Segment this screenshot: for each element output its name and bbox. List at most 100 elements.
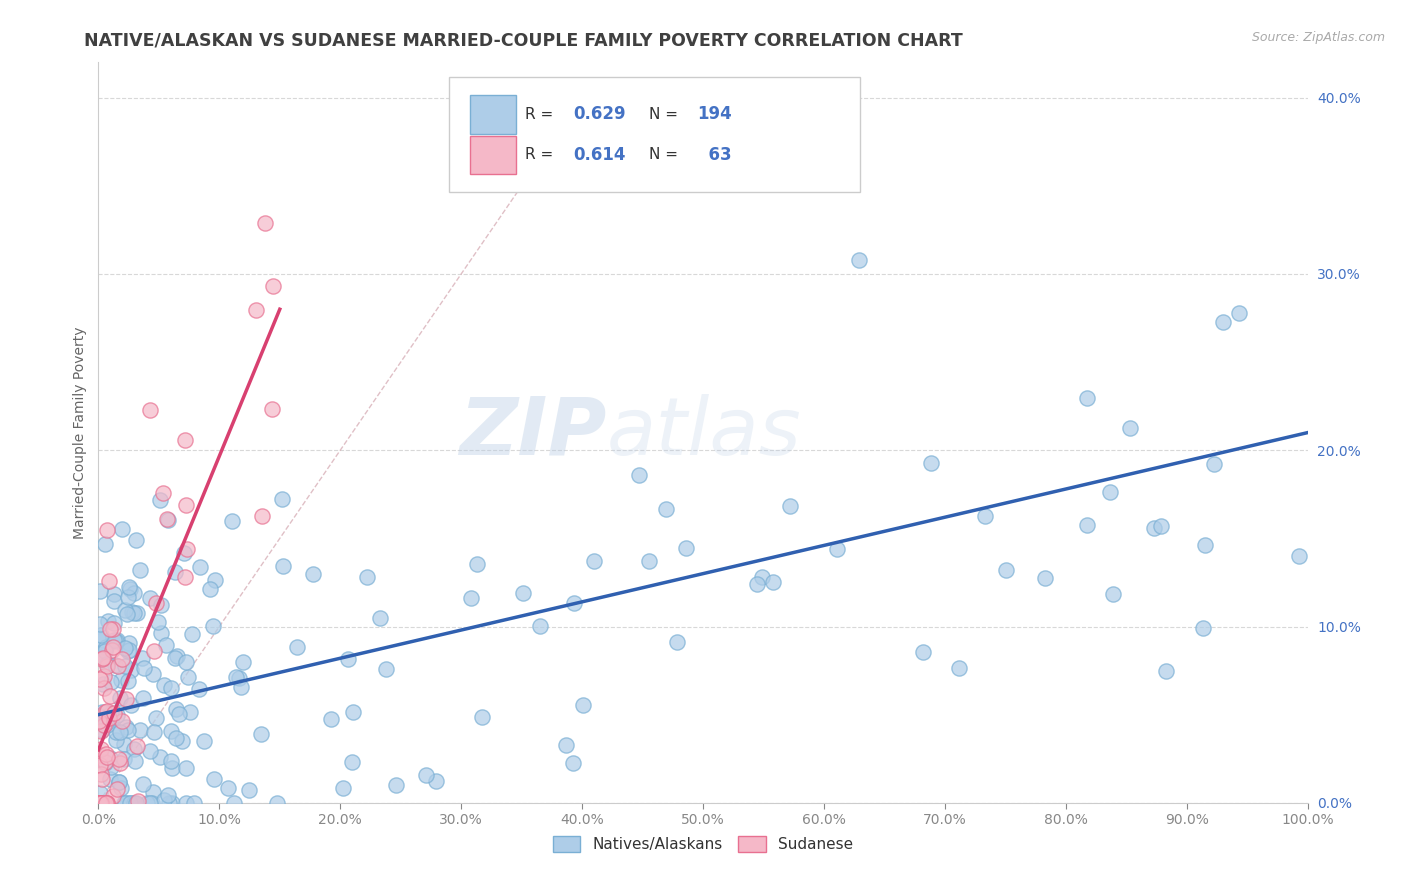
Point [145, 711, 167, 725]
Point [176, 498, 198, 512]
Point [91, 772, 114, 787]
Point [165, 651, 187, 665]
Point [93, 718, 115, 732]
Point [149, 493, 172, 508]
Point [94, 644, 117, 658]
Point [173, 433, 195, 447]
Point [188, 682, 211, 697]
Point [96, 659, 118, 673]
Point [1033, 571, 1056, 585]
Text: ZIP: ZIP [458, 393, 606, 472]
Point [848, 252, 870, 267]
Point [675, 541, 697, 555]
Point [638, 554, 661, 568]
Point [105, 782, 128, 797]
Point [105, 724, 128, 739]
Point [217, 781, 239, 796]
Point [101, 789, 124, 803]
Point [232, 655, 254, 669]
Point [103, 587, 125, 601]
Text: 0.614: 0.614 [574, 146, 626, 164]
Text: R =: R = [526, 107, 558, 122]
Point [103, 616, 125, 631]
Point [100, 623, 122, 637]
Point [1288, 549, 1310, 563]
Point [87, 631, 110, 645]
Point [117, 674, 139, 689]
Point [110, 522, 132, 536]
Point [920, 456, 942, 470]
Point [89, 796, 111, 810]
Point [169, 706, 191, 721]
Point [105, 732, 128, 747]
Point [122, 606, 145, 620]
Point [152, 486, 174, 500]
Point [159, 681, 181, 696]
Point [105, 632, 128, 647]
Point [250, 509, 273, 524]
Point [101, 642, 124, 657]
Point [90, 741, 112, 756]
Point [105, 708, 128, 723]
Point [112, 796, 135, 810]
Point [994, 563, 1017, 577]
Point [108, 725, 131, 739]
Point [98, 772, 121, 787]
Point [90, 652, 112, 666]
Point [103, 706, 125, 720]
Point [666, 635, 689, 649]
Point [90, 649, 112, 664]
Point [228, 671, 250, 685]
Point [266, 796, 288, 810]
Text: 0.629: 0.629 [574, 105, 626, 123]
Point [160, 754, 183, 768]
Point [238, 782, 260, 797]
Point [89, 616, 111, 631]
Point [93, 755, 115, 769]
Point [415, 768, 437, 782]
Text: Source: ZipAtlas.com: Source: ZipAtlas.com [1251, 31, 1385, 45]
Point [114, 692, 136, 706]
Point [176, 670, 198, 684]
Point [222, 796, 245, 810]
Point [124, 754, 146, 768]
Point [1076, 517, 1098, 532]
Point [157, 513, 180, 527]
Point [120, 698, 142, 712]
Point [94, 756, 117, 771]
Point [132, 660, 155, 674]
Point [181, 627, 204, 641]
Point [779, 499, 801, 513]
Point [87, 796, 110, 810]
Point [1076, 391, 1098, 405]
Point [160, 761, 183, 775]
Point [100, 706, 122, 720]
Point [128, 563, 150, 577]
Point [111, 651, 134, 665]
Point [465, 558, 488, 572]
Point [94, 716, 117, 731]
Point [572, 698, 595, 712]
Point [112, 737, 135, 751]
Point [160, 724, 183, 739]
Point [340, 756, 363, 770]
Point [249, 727, 271, 741]
Point [94, 705, 117, 719]
Point [97, 711, 120, 725]
Point [270, 492, 292, 507]
Point [173, 546, 195, 560]
Point [139, 796, 162, 810]
Point [108, 775, 131, 789]
Point [89, 786, 111, 800]
Point [156, 788, 179, 802]
Point [101, 622, 124, 636]
Point [128, 723, 150, 738]
Point [91, 633, 114, 648]
Point [751, 570, 773, 584]
Point [124, 742, 146, 756]
Point [108, 756, 131, 770]
Point [138, 403, 160, 417]
Point [221, 514, 243, 528]
Point [332, 781, 354, 796]
Point [100, 760, 122, 774]
